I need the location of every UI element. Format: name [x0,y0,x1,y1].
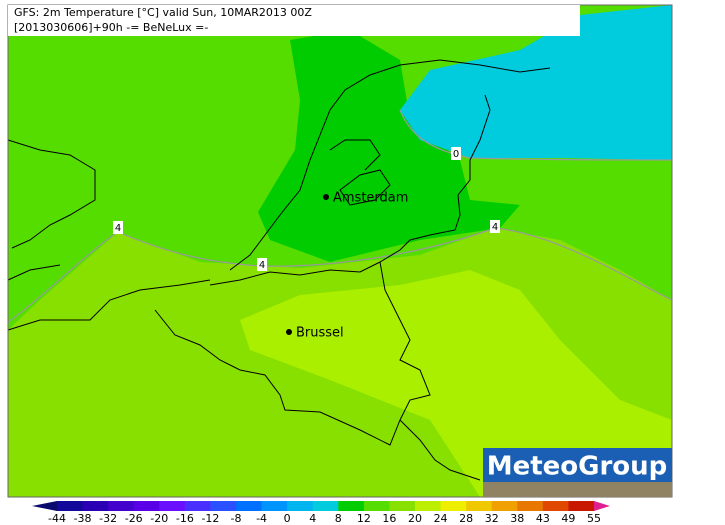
colorbar-segment [491,501,518,511]
contour-label: 4 [492,222,498,233]
colorbar-segment [184,501,211,511]
colorbar-segment [363,501,390,511]
colorbar-label: -44 [48,512,66,525]
colorbar-segment [236,501,263,511]
colorbar-label: 32 [485,512,499,525]
contour-label-box [113,221,123,234]
colorbar-label: 38 [510,512,524,525]
contour-label: 4 [259,260,265,271]
colorbar-segment [159,501,186,511]
colorbar-label: 49 [561,512,575,525]
colorbar-end [594,501,610,511]
colorbar-label: -16 [176,512,194,525]
contour-label-box [490,220,500,233]
contour-label: 4 [115,223,121,234]
isotherm [399,109,673,161]
colorbar-label: 24 [434,512,448,525]
logo: MeteoGroup [487,452,668,482]
colorbar-label: -26 [125,512,143,525]
colorbar-segment [466,501,493,511]
colorbar-segment [389,501,416,511]
colorbar-end [32,501,57,511]
city-dot [323,194,329,200]
colorbar-segment [312,501,339,511]
colorbar-label: -12 [201,512,219,525]
contour-labels: 0 4 4 4 [113,147,500,271]
title-box [8,5,580,36]
colorbar-segment [261,501,288,511]
colorbar-label: -32 [99,512,117,525]
contour-label: 0 [453,149,459,160]
zone-yellow-green [240,270,672,497]
colorbar-segment [108,501,135,511]
city-label: Brussel [296,326,344,341]
colorbar-label: -4 [256,512,267,525]
city-label: Amsterdam [333,191,408,206]
colorbar-segment [338,501,365,511]
colorbar: -44 -38 -32 -26 -20 -16 -12 -8 -4 0 4 8 12 16 20 24 28 32… [32,501,610,525]
colorbar-label: 43 [536,512,550,525]
city-dot [286,329,292,335]
border [154,94,491,481]
colorbar-label: 55 [587,512,601,525]
contour-label-box [257,258,267,271]
colorbar-label: 20 [408,512,422,525]
colorbar-segment [415,501,442,511]
colorbar-segment [568,501,595,511]
coastline [229,59,551,271]
colorbar-label: 28 [459,512,473,525]
colorbar-segment [210,501,237,511]
colorbar-label: 4 [309,512,316,525]
colorbar-segment [542,501,569,511]
colorbar-label: 8 [335,512,342,525]
colorbar-segment [133,501,160,511]
colorbar-label: -20 [150,512,168,525]
contour-label-box [451,147,461,160]
colorbar-segment [82,501,109,511]
map [7,4,673,498]
coastline [7,139,211,331]
colorbar-segment [57,501,84,511]
zone-cyan [400,5,672,160]
logo-swoosh [483,482,672,497]
title: GFS: 2m Temperature [°C] valid Sun, 10MA… [14,6,312,19]
subtitle: [2013030606]+90h -= BeNeLux =- [14,21,208,34]
colorbar-segment [287,501,314,511]
isotherm [7,227,673,323]
colorbar-segment [517,501,544,511]
colorbar-segment [440,501,467,511]
colorbar-label: 0 [284,512,291,525]
colorbar-label: -8 [231,512,242,525]
colorbar-label: 12 [357,512,371,525]
zone-green [258,30,520,262]
colorbar-label: 16 [382,512,396,525]
colorbar-label: -38 [74,512,92,525]
